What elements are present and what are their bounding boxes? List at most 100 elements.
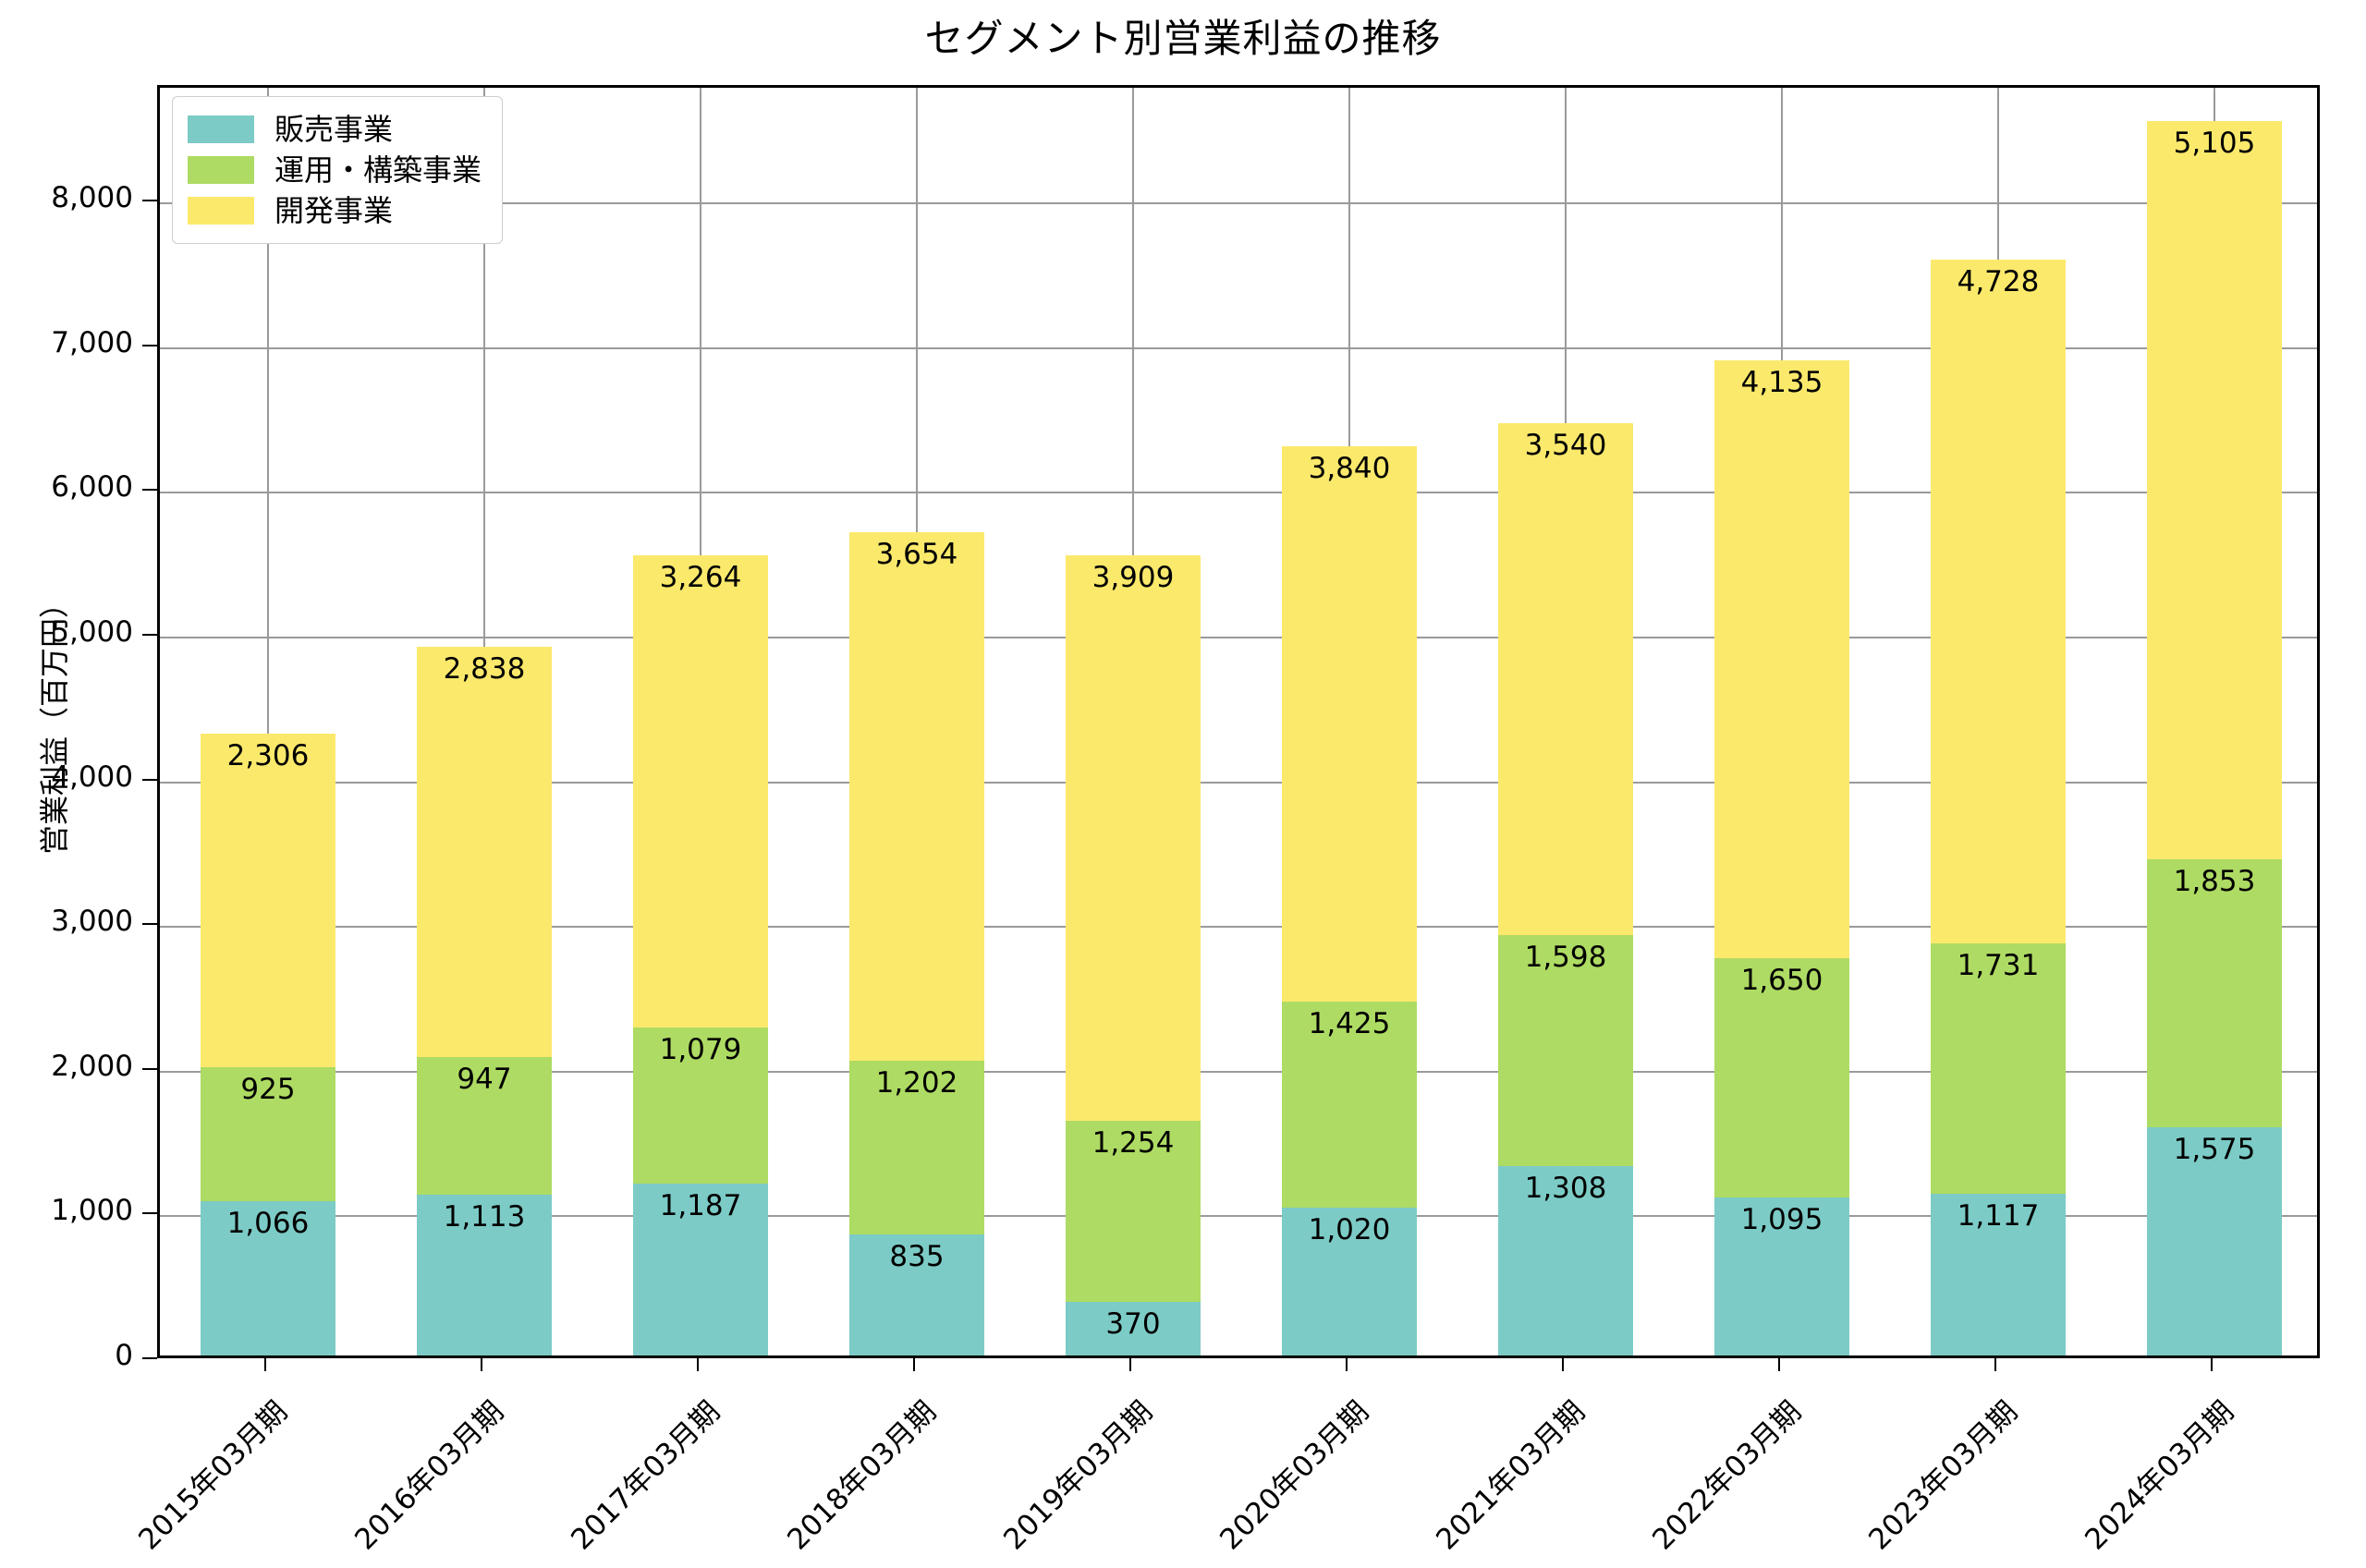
x-tick-mark (1562, 1358, 1564, 1371)
bar-segment[interactable] (1282, 1208, 1417, 1355)
bar-segment[interactable] (417, 1194, 552, 1355)
bar-segment[interactable] (849, 531, 984, 1061)
legend-item[interactable]: 運用・構築事業 (188, 150, 482, 190)
y-tick-label: 0 (115, 1339, 133, 1372)
x-tick-mark (913, 1358, 915, 1371)
bar-segment[interactable] (2147, 120, 2282, 860)
x-tick-label: 2017年03月期 (565, 1394, 727, 1557)
bar-segment[interactable] (1066, 1120, 1201, 1303)
bar-stack[interactable]: 1,187 1,079 3,264 (633, 82, 768, 1355)
y-tick-mark (142, 1212, 157, 1215)
bar-segment[interactable] (1714, 1197, 1849, 1355)
bar-segment[interactable] (633, 1184, 768, 1355)
y-tick-label: 2,000 (51, 1049, 133, 1083)
y-tick-label: 3,000 (51, 905, 133, 939)
x-tick-mark (1346, 1358, 1348, 1371)
y-gridline (160, 492, 2317, 494)
legend-item[interactable]: 販売事業 (188, 109, 482, 150)
bar-segment[interactable] (1066, 554, 1201, 1121)
y-tick-mark (142, 344, 157, 346)
bar-stack[interactable]: 1,020 1,425 3,840 (1282, 82, 1417, 1355)
legend-item-label: 販売事業 (274, 112, 394, 147)
bar-stack[interactable]: 1,308 1,598 3,540 (1498, 82, 1633, 1355)
bar-segment[interactable] (417, 647, 552, 1058)
bar-segment[interactable] (1498, 934, 1633, 1167)
x-tick-mark (2211, 1358, 2213, 1371)
bar-stack[interactable]: 1,113 947 2,838 (417, 82, 552, 1355)
x-tick-label: 2015年03月期 (132, 1394, 295, 1557)
x-tick-label: 2023年03月期 (1862, 1394, 2025, 1557)
y-tick-mark (142, 923, 157, 926)
bar-segment[interactable] (633, 1027, 768, 1185)
bar-stack[interactable]: 1,095 1,650 4,135 (1714, 82, 1849, 1355)
y-gridline (160, 781, 2317, 784)
bar-segment[interactable] (633, 555, 768, 1028)
x-tick-label: 2018年03月期 (781, 1394, 944, 1557)
y-tick-label: 8,000 (51, 181, 133, 215)
bar-segment[interactable] (201, 734, 335, 1068)
bar-segment[interactable] (201, 1201, 335, 1355)
bar-segment[interactable] (1714, 359, 1849, 959)
bar-segment[interactable] (2147, 1127, 2282, 1355)
x-tick-label: 2021年03月期 (1430, 1394, 1592, 1557)
legend-item[interactable]: 開発事業 (188, 190, 482, 231)
bar-segment[interactable] (1066, 1302, 1201, 1355)
bar-segment[interactable] (2147, 859, 2282, 1128)
x-tick-mark (1778, 1358, 1780, 1371)
y-tick-label: 6,000 (51, 470, 133, 504)
y-axis-label: 営業利益（百万円） (37, 589, 72, 856)
y-gridline (160, 926, 2317, 929)
y-gridline (160, 202, 2317, 205)
x-tick-label: 2020年03月期 (1213, 1394, 1376, 1557)
bar-segment[interactable] (1498, 422, 1633, 935)
legend-item-label: 運用・構築事業 (274, 152, 482, 188)
legend-swatch-icon (188, 156, 254, 184)
x-tick-mark (1994, 1358, 1996, 1371)
plot-area: 1,066 925 2,306 1,113 947 2,838 1,187 1,079 3,26… (157, 85, 2320, 1358)
bar-segment[interactable] (1714, 958, 1849, 1197)
bar-segment[interactable] (849, 1061, 984, 1235)
bar-stack[interactable]: 835 1,202 3,654 (849, 82, 984, 1355)
y-tick-label: 5,000 (51, 615, 133, 650)
y-tick-mark (142, 1067, 157, 1070)
bar-segment[interactable] (849, 1234, 984, 1355)
chart-legend: 販売事業運用・構築事業 開発事業 (172, 96, 504, 244)
x-tick-label: 2024年03月期 (2079, 1394, 2241, 1557)
bar-stack[interactable]: 1,066 925 2,306 (201, 82, 335, 1355)
x-gridline (267, 88, 269, 1355)
bar-segment[interactable] (201, 1067, 335, 1202)
x-tick-label: 2019年03月期 (997, 1394, 1160, 1557)
x-tick-mark (1129, 1358, 1131, 1371)
x-tick-mark (697, 1358, 699, 1371)
y-tick-mark (142, 200, 157, 202)
y-tick-label: 4,000 (51, 760, 133, 794)
bar-stack[interactable]: 1,117 1,731 4,728 (1931, 82, 2066, 1355)
x-tick-label: 2022年03月期 (1646, 1394, 1809, 1557)
bar-segment[interactable] (1931, 943, 2066, 1195)
legend-item-label: 開発事業 (274, 193, 394, 228)
bar-segment[interactable] (1282, 445, 1417, 1003)
y-tick-mark (142, 778, 157, 781)
y-tick-label: 1,000 (51, 1194, 133, 1228)
chart-title: セグメント別営業利益の推移 (924, 16, 1442, 61)
legend-swatch-icon (188, 197, 254, 225)
y-tick-mark (142, 1357, 157, 1359)
y-gridline (160, 346, 2317, 349)
y-tick-label: 7,000 (51, 325, 133, 359)
bar-stack[interactable]: 1,575 1,853 5,105 (2147, 82, 2282, 1355)
y-gridline (160, 1215, 2317, 1218)
plot-inner: 1,066 925 2,306 1,113 947 2,838 1,187 1,079 3,26… (160, 88, 2317, 1355)
y-tick-mark (142, 489, 157, 492)
y-tick-mark (142, 634, 157, 637)
x-tick-label: 2016年03月期 (348, 1394, 511, 1557)
bar-segment[interactable] (1498, 1166, 1633, 1355)
bar-segment[interactable] (1282, 1002, 1417, 1209)
bar-segment[interactable] (417, 1057, 552, 1195)
bar-stack[interactable]: 370 1,254 3,909 (1066, 82, 1201, 1355)
y-gridline (160, 637, 2317, 639)
bar-segment[interactable] (1931, 1194, 2066, 1355)
x-tick-mark (481, 1358, 482, 1371)
bar-segment[interactable] (1931, 259, 2066, 944)
x-tick-mark (264, 1358, 266, 1371)
